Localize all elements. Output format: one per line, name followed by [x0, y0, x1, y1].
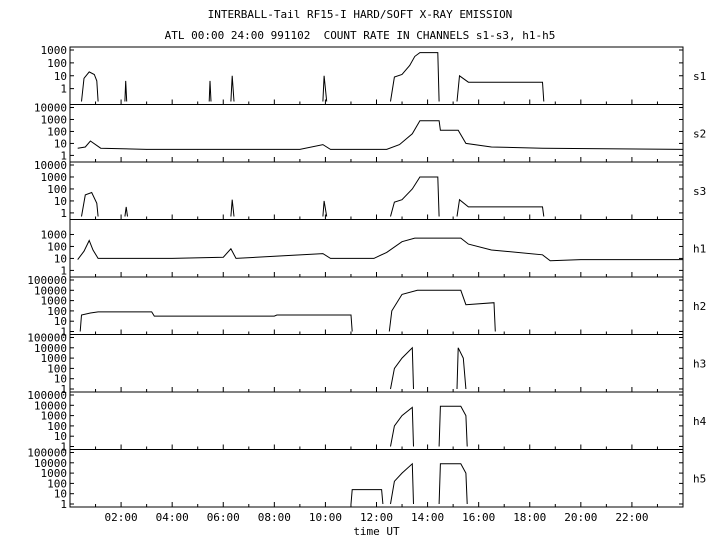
- series-s1-segment-6: [456, 74, 545, 102]
- ytick-label-h1-3: 1: [60, 264, 67, 277]
- xtick-label-4: 10:00: [309, 511, 342, 524]
- series-h5-segment-2: [438, 463, 468, 505]
- ytick-label-h2-2: 1000: [41, 295, 68, 308]
- ytick-label-h5-1: 10000: [34, 457, 67, 470]
- x-axis-label: time UT: [353, 525, 400, 538]
- ytick-label-h2-1: 10000: [34, 284, 67, 297]
- ytick-label-s1-0: 1000: [41, 44, 68, 57]
- panel-label-h3: h3: [693, 357, 706, 370]
- ytick-label-h2-3: 100: [47, 305, 67, 318]
- ytick-label-h5-0: 100000: [27, 447, 67, 460]
- panel-frame-s2: [69, 104, 684, 163]
- panel-label-s2: s2: [693, 127, 706, 140]
- ytick-label-h3-4: 10: [54, 373, 67, 386]
- series-h4-segment-1: [438, 405, 468, 447]
- ytick-label-h2-0: 100000: [27, 274, 67, 287]
- ytick-label-s2-1: 1000: [41, 113, 68, 126]
- series-s3-segment-1: [124, 206, 128, 217]
- ytick-label-h3-1: 10000: [34, 342, 67, 355]
- series-s2-segment-0: [77, 120, 684, 150]
- ytick-label-h1-1: 100: [47, 240, 67, 253]
- ytick-label-h1-2: 10: [54, 252, 67, 265]
- panel-label-h2: h2: [693, 300, 706, 313]
- ytick-label-s1-1: 100: [47, 57, 67, 70]
- panel-label-h5: h5: [693, 472, 706, 485]
- ytick-label-s2-0: 10000: [34, 102, 67, 115]
- panel-label-h1: h1: [693, 242, 706, 255]
- ytick-label-h3-0: 100000: [27, 332, 67, 345]
- ytick-label-s2-2: 100: [47, 125, 67, 138]
- xtick-label-5: 12:00: [360, 511, 393, 524]
- xtick-label-6: 14:00: [411, 511, 444, 524]
- ytick-label-h4-2: 1000: [41, 410, 68, 423]
- ytick-label-s3-0: 10000: [34, 159, 67, 172]
- panel-frame-s3: [69, 161, 684, 220]
- series-s1-segment-1: [124, 80, 128, 102]
- series-s3-segment-0: [81, 191, 99, 217]
- xtick-label-9: 20:00: [564, 511, 597, 524]
- series-h1-segment-0: [77, 237, 683, 262]
- ytick-label-s3-2: 100: [47, 183, 67, 196]
- series-s3-segment-4: [390, 176, 440, 217]
- panel-frame-h2: [69, 276, 684, 335]
- ytick-label-s3-4: 1: [60, 207, 67, 220]
- ytick-label-s1-2: 10: [54, 70, 67, 83]
- panel-frame-h1: [69, 219, 684, 278]
- ytick-label-h3-3: 100: [47, 362, 67, 375]
- xtick-label-0: 02:00: [105, 511, 138, 524]
- series-s3-segment-2: [230, 199, 235, 217]
- xtick-label-3: 08:00: [258, 511, 291, 524]
- panel-label-s3: s3: [693, 185, 706, 198]
- series-s3-segment-5: [456, 198, 545, 217]
- ytick-label-h5-2: 1000: [41, 467, 68, 480]
- panel-frame-s1: [69, 46, 684, 105]
- ytick-label-s1-3: 1: [60, 83, 67, 96]
- panel-frame-h4: [69, 391, 684, 450]
- series-h4-segment-0: [390, 406, 414, 447]
- ytick-label-h4-4: 10: [54, 430, 67, 443]
- ytick-label-h4-1: 10000: [34, 399, 67, 412]
- ytick-label-h5-5: 1: [60, 498, 67, 511]
- ytick-label-h4-5: 1: [60, 441, 67, 454]
- xtick-label-8: 18:00: [513, 511, 546, 524]
- xtick-label-1: 04:00: [156, 511, 189, 524]
- chart-title: INTERBALL-Tail RF15-I HARD/SOFT X-RAY EM…: [207, 8, 513, 21]
- series-h3-segment-1: [456, 347, 467, 390]
- series-s1-segment-2: [208, 80, 212, 102]
- panel-label-h4: h4: [693, 415, 707, 428]
- xtick-label-10: 22:00: [615, 511, 648, 524]
- chart-subtitle: ATL 00:00 24:00 991102 COUNT RATE IN CHA…: [164, 29, 556, 42]
- series-h2-segment-0: [79, 311, 353, 332]
- ytick-label-s3-3: 10: [54, 195, 67, 208]
- ytick-label-s2-4: 1: [60, 149, 67, 162]
- panel-frame-h3: [69, 334, 684, 393]
- ytick-label-s2-3: 10: [54, 137, 67, 150]
- series-h3-segment-0: [390, 346, 414, 390]
- series-h5-segment-1: [390, 462, 414, 505]
- ytick-label-h4-3: 100: [47, 420, 67, 433]
- ytick-label-h2-5: 1: [60, 326, 67, 339]
- ytick-label-h5-4: 10: [54, 488, 67, 501]
- ytick-label-h3-5: 1: [60, 383, 67, 396]
- series-s1-segment-3: [230, 75, 235, 102]
- xtick-label-2: 06:00: [207, 511, 240, 524]
- xtick-label-7: 16:00: [462, 511, 495, 524]
- series-h2-segment-1: [388, 289, 496, 332]
- series-h5-segment-0: [350, 489, 384, 505]
- series-s3-segment-3: [322, 200, 328, 217]
- panel-frame-h5: [69, 449, 684, 508]
- ytick-label-s3-1: 1000: [41, 171, 68, 184]
- ytick-label-h3-2: 1000: [41, 352, 68, 365]
- ytick-label-h4-0: 100000: [27, 389, 67, 402]
- panel-label-s1: s1: [693, 70, 706, 83]
- ytick-label-h1-0: 1000: [41, 228, 68, 241]
- ytick-label-h2-4: 10: [54, 315, 67, 328]
- ytick-label-h5-3: 100: [47, 477, 67, 490]
- series-s1-segment-5: [390, 52, 440, 102]
- series-s1-segment-0: [81, 71, 99, 102]
- series-s1-segment-4: [322, 75, 328, 102]
